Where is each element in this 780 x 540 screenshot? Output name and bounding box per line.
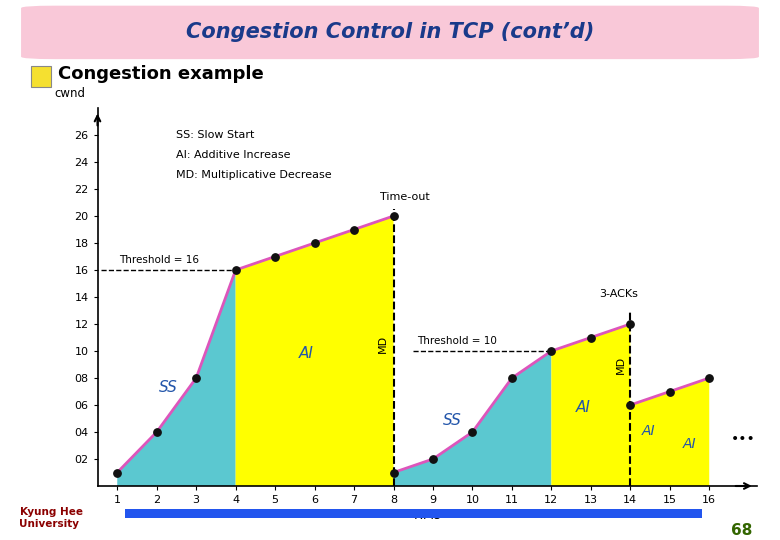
Point xyxy=(703,374,715,382)
Bar xyxy=(125,509,702,518)
Bar xyxy=(31,66,51,87)
Point xyxy=(624,401,636,409)
Polygon shape xyxy=(551,324,630,486)
Point xyxy=(348,225,360,234)
Text: Congestion Control in TCP (cont’d): Congestion Control in TCP (cont’d) xyxy=(186,22,594,43)
Text: MD: MD xyxy=(615,355,626,374)
Text: cwnd: cwnd xyxy=(55,87,86,100)
Point xyxy=(111,468,123,477)
Point xyxy=(387,468,399,477)
Point xyxy=(466,428,479,436)
Text: •••: ••• xyxy=(731,432,756,445)
Text: AI: AI xyxy=(682,437,697,451)
Text: MD: Multiplicative Decrease: MD: Multiplicative Decrease xyxy=(176,170,332,180)
Text: Threshold = 10: Threshold = 10 xyxy=(417,336,497,346)
Text: Time-out: Time-out xyxy=(380,192,430,202)
Text: Congestion example: Congestion example xyxy=(58,65,264,83)
Point xyxy=(584,333,597,342)
Text: 68: 68 xyxy=(732,523,753,538)
Point xyxy=(151,428,163,436)
Point xyxy=(229,266,242,274)
Point xyxy=(387,212,399,220)
Text: Kyung Hee
University: Kyung Hee University xyxy=(20,507,83,529)
Point xyxy=(308,239,321,247)
Text: 3-ACKs: 3-ACKs xyxy=(599,289,637,299)
Point xyxy=(269,252,282,261)
Polygon shape xyxy=(630,324,709,486)
Text: AI: AI xyxy=(641,424,655,438)
Text: Threshold = 16: Threshold = 16 xyxy=(119,255,199,265)
FancyBboxPatch shape xyxy=(21,6,759,59)
Polygon shape xyxy=(117,270,236,486)
Text: AI: AI xyxy=(576,400,590,415)
Point xyxy=(505,374,518,382)
Text: MD: MD xyxy=(378,335,388,353)
Text: SS: SS xyxy=(159,380,178,395)
Text: AI: AI xyxy=(300,346,314,361)
Polygon shape xyxy=(393,351,551,486)
Point xyxy=(427,455,439,463)
Text: AI: Additive Increase: AI: Additive Increase xyxy=(176,150,291,160)
Text: SS: Slow Start: SS: Slow Start xyxy=(176,130,255,140)
Point xyxy=(190,374,202,382)
Point xyxy=(545,347,558,355)
Point xyxy=(664,387,676,396)
Point xyxy=(624,320,636,328)
Polygon shape xyxy=(236,216,393,486)
Text: SS: SS xyxy=(443,413,462,428)
X-axis label: RTTs: RTTs xyxy=(413,509,441,522)
